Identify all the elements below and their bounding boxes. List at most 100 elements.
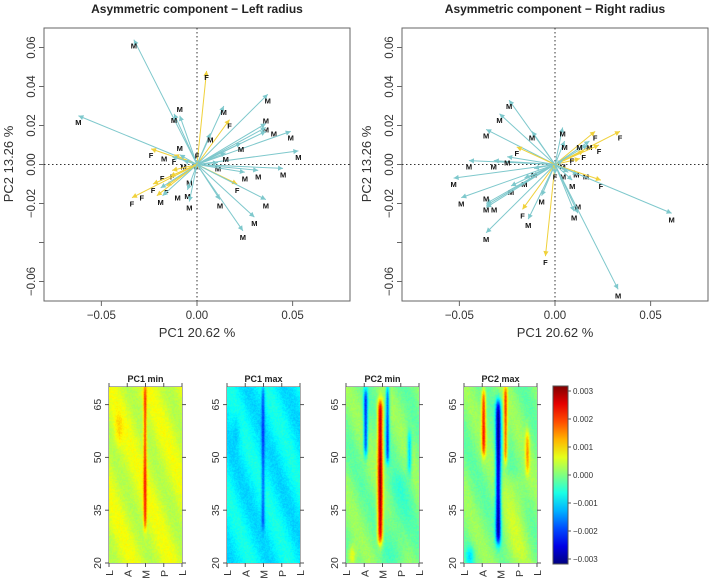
heatmap-y-tick-label: 50	[447, 451, 459, 463]
left-y-tick-label: 0.06	[26, 36, 38, 58]
data-arrow-male: M	[554, 140, 568, 165]
left-plot-title: Asymmetric component − Left radius	[91, 2, 303, 16]
point-label: M	[496, 116, 502, 125]
arrow-head	[172, 166, 178, 172]
point-label: M	[483, 194, 489, 203]
arrow-head	[151, 148, 157, 153]
arrow-head	[260, 131, 266, 136]
arrow-head	[239, 168, 245, 175]
arrow-shaft	[485, 164, 556, 208]
data-arrow-male: M	[506, 99, 556, 165]
arrow-head	[666, 208, 672, 214]
arrow-shaft	[196, 93, 269, 165]
left-y-tick-label: −0.06	[26, 267, 38, 296]
data-arrow-female: F	[543, 164, 556, 267]
arrow-shaft	[196, 123, 267, 165]
arrow-head	[613, 283, 619, 290]
point-label: M	[575, 202, 581, 211]
point-label: M	[560, 129, 566, 138]
arrow-head	[593, 144, 599, 150]
arrow-head	[172, 155, 178, 161]
right-x-axis-label: PC1 20.62 %	[517, 325, 594, 340]
data-arrow-male: M	[554, 164, 621, 300]
arrow-shaft	[133, 39, 198, 165]
point-label: M	[525, 221, 531, 230]
point-label: M	[573, 170, 579, 179]
arrow-shaft	[516, 146, 556, 165]
point-label: M	[75, 118, 81, 127]
left-y-tick-label: 0.02	[26, 114, 38, 136]
colorbar-tick-label: −0.003	[573, 555, 598, 564]
arrow-head	[160, 183, 167, 188]
point-label: M	[538, 198, 544, 207]
data-arrow-male: M	[552, 164, 566, 181]
arrow-head	[589, 131, 596, 137]
arrow-head	[187, 196, 193, 202]
colorbar-tick-label: 0.002	[573, 415, 594, 424]
data-arrow-male: M	[196, 164, 269, 211]
right-y-axis-label: PC2 13.26 %	[359, 125, 374, 202]
arrow-head	[557, 160, 563, 166]
point-label: M	[483, 235, 489, 244]
point-label: M	[223, 155, 229, 164]
point-label: M	[466, 163, 472, 172]
point-label: M	[240, 233, 246, 242]
point-label: M	[177, 105, 183, 114]
data-arrow-male: M	[196, 116, 269, 165]
right-x-tick-label: 0.00	[544, 310, 566, 322]
arrow-head	[522, 203, 528, 210]
point-label: F	[570, 157, 575, 166]
point-label: M	[184, 192, 190, 201]
arrow-head	[179, 115, 184, 122]
arrow-head	[486, 227, 492, 233]
left-x-tick-label: 0.00	[186, 310, 208, 322]
right-y-tick-label: 0.00	[384, 153, 396, 175]
point-label: M	[669, 215, 675, 224]
heatmap-x-tick-label: A	[477, 570, 489, 577]
heatmap-x-tick-label: A	[359, 570, 371, 577]
data-arrow-male: M	[554, 164, 675, 224]
arrow-shaft	[196, 164, 259, 171]
data-arrow-male: M	[196, 130, 294, 165]
point-label: F	[160, 174, 165, 183]
heatmap-x-tick-label: L	[104, 570, 116, 576]
point-label: F	[618, 133, 623, 142]
arrow-head	[235, 142, 241, 148]
point-label: M	[242, 174, 248, 183]
left-x-axis-label: PC1 20.62 %	[159, 325, 236, 340]
heatmap-title: PC2 max	[481, 374, 519, 384]
point-label: F	[195, 152, 200, 161]
heatmap-y-tick-label: 20	[329, 557, 341, 569]
point-label: M	[158, 198, 164, 207]
arrow-head	[516, 146, 523, 152]
arrow-head	[509, 100, 515, 106]
arrow-head	[486, 202, 492, 208]
arrow-head	[183, 159, 190, 165]
heatmap-x-tick-label: P	[159, 570, 171, 577]
arrow-head	[248, 211, 255, 218]
data-arrow-male: M	[458, 164, 556, 209]
arrow-head	[260, 195, 266, 200]
arrow-head	[614, 131, 621, 136]
arrow-head	[293, 148, 299, 155]
point-label: M	[521, 180, 527, 189]
arrow-shaft	[461, 164, 556, 199]
arrow-head	[212, 160, 219, 166]
arrow-head	[156, 190, 163, 196]
arrow-head	[532, 131, 538, 137]
point-label: M	[265, 96, 271, 105]
arrow-head	[595, 176, 601, 181]
data-arrow-male: M	[180, 159, 198, 172]
point-label: F	[581, 153, 586, 162]
arrow-shaft	[196, 70, 208, 165]
arrow-head	[528, 213, 533, 220]
arrow-head	[493, 158, 499, 164]
point-label: M	[215, 165, 221, 174]
heatmap-x-tick-label: L	[222, 570, 234, 576]
point-label: M	[586, 143, 592, 152]
data-arrow-male: M	[196, 164, 286, 179]
left-y-tick-label: −0.02	[26, 189, 38, 218]
point-label: F	[520, 211, 525, 220]
arrow-shaft	[196, 164, 255, 218]
heatmap-y-tick-label: 35	[447, 504, 459, 516]
